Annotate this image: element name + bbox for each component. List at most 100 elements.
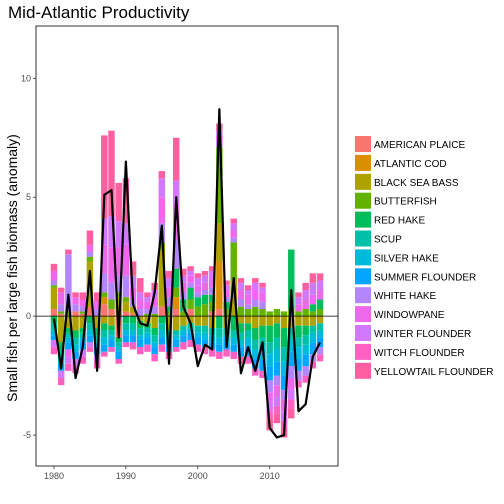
bar-1987-11	[101, 351, 108, 357]
bar-2008-8	[252, 299, 259, 307]
bar-2012-4	[280, 328, 288, 348]
bar-1999-0	[187, 309, 194, 317]
bar-1989-4	[115, 337, 122, 343]
bar-1985-3	[86, 256, 94, 262]
bar-1993-3	[144, 313, 151, 317]
legend-label: BLACK SEA BASS	[374, 178, 459, 189]
bar-1996-3	[165, 311, 173, 317]
legend-key	[355, 211, 371, 228]
bar-1999-12	[187, 266, 194, 271]
bar-1994-3	[151, 313, 158, 317]
legend-label: WINTER FLOUNDER	[374, 329, 471, 340]
bar-1980-3	[50, 285, 58, 288]
bar-2007-5	[244, 330, 252, 338]
bar-1995-0	[158, 306, 166, 317]
bar-1982-2	[65, 316, 72, 329]
chart-title: Mid-Atlantic Productivity	[8, 3, 190, 22]
bar-2017-12	[316, 273, 324, 281]
bar-1993-6	[144, 332, 151, 338]
bar-2006-4	[237, 323, 245, 333]
bar-1981-0	[57, 313, 65, 317]
bar-1989-7	[115, 351, 122, 359]
bar-2003-1	[216, 261, 223, 310]
bar-1997-3	[172, 287, 180, 298]
bar-1983-7	[72, 351, 79, 359]
bar-2010-7	[266, 366, 273, 381]
bar-1981-8	[57, 304, 65, 312]
bar-2013-2	[288, 316, 295, 329]
bar-1980-6	[50, 330, 58, 336]
y-tick-label: 10	[21, 73, 31, 83]
bar-1988-3	[108, 299, 115, 310]
bar-2008-2	[252, 316, 259, 329]
bar-1988-10	[108, 216, 115, 248]
legend-label: WITCH FLOUNDER	[374, 348, 465, 359]
bar-1995-9	[158, 197, 166, 224]
bar-2000-5	[194, 325, 202, 333]
bar-2016-5	[309, 325, 317, 333]
bar-1992-8	[137, 309, 144, 317]
bar-2001-7	[201, 339, 209, 348]
bar-1993-7	[144, 337, 151, 345]
bar-1982-12	[65, 249, 72, 255]
bar-2008-3	[252, 306, 259, 317]
bar-1997-8	[172, 240, 180, 269]
bar-1987-9	[101, 244, 108, 274]
bar-1995-10	[158, 178, 166, 198]
bar-1983-2	[72, 316, 79, 331]
legend-key	[355, 154, 371, 171]
bar-2010-10	[266, 401, 273, 412]
bar-2014-3	[295, 311, 302, 317]
bar-2013-5	[288, 328, 295, 340]
legend-label: YELLOWTAIL FLOUNDER	[374, 367, 493, 378]
bar-1987-12	[101, 135, 108, 219]
bar-2016-7	[309, 342, 317, 355]
bar-1985-7	[86, 335, 94, 343]
bar-2010-6	[266, 354, 273, 367]
bar-2009-2	[259, 316, 266, 326]
bar-1985-8	[86, 251, 94, 257]
bar-1999-6	[187, 328, 194, 333]
bar-1983-4	[72, 330, 79, 338]
bar-1994-5	[151, 335, 158, 343]
bar-1987-10	[101, 218, 108, 245]
bar-1992-5	[137, 328, 144, 336]
bar-2003-0	[216, 309, 223, 317]
legend-label: AMERICAN PLAICE	[374, 140, 465, 151]
bar-1989-8	[115, 275, 122, 293]
bar-2005-9	[230, 230, 237, 238]
y-tick-label: -5	[23, 430, 31, 440]
bar-1982-8	[65, 254, 72, 312]
bar-2013-7	[288, 351, 295, 367]
bar-2002-4	[208, 294, 216, 302]
x-tick-label: 2010	[260, 471, 280, 481]
bar-1988-8	[108, 282, 115, 300]
legend-key	[355, 306, 371, 323]
bar-1994-7	[151, 347, 158, 355]
bar-2014-4	[295, 325, 302, 338]
bar-1990-11	[122, 342, 130, 348]
bar-1983-8	[72, 304, 79, 312]
bar-2000-7	[194, 337, 202, 345]
legend-label: WHITE HAKE	[374, 291, 437, 302]
bar-1988-4	[108, 325, 115, 331]
bar-1984-10	[79, 349, 86, 357]
bar-1985-11	[86, 347, 94, 352]
bar-1992-7	[137, 339, 144, 348]
legend-label: BUTTERFISH	[374, 197, 437, 208]
bar-1992-9	[137, 299, 144, 310]
bar-1994-11	[151, 354, 158, 362]
bar-2006-12	[237, 278, 245, 283]
bar-1980-0	[50, 309, 58, 317]
bar-1997-1	[172, 297, 180, 310]
bar-1988-7	[108, 339, 115, 348]
bar-1999-8	[187, 282, 194, 288]
bar-1996-2	[165, 316, 173, 331]
bar-2015-5	[302, 335, 309, 345]
bar-2004-12	[223, 280, 230, 286]
bar-1992-2	[137, 316, 144, 321]
bar-2011-4	[273, 323, 281, 338]
bar-1989-12	[115, 182, 122, 222]
bar-2010-9	[266, 392, 273, 402]
bar-2012-6	[280, 361, 288, 376]
